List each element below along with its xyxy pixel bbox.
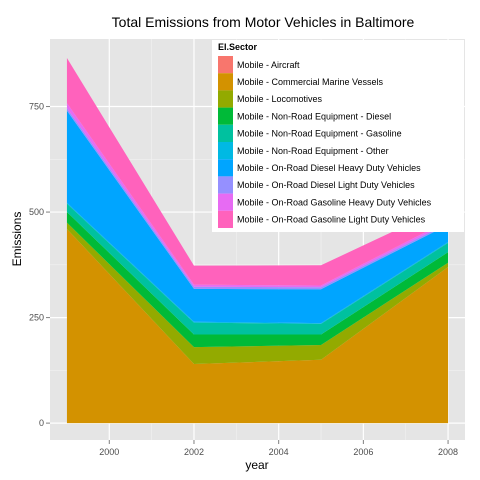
legend-key-2 [218,90,233,108]
legend-items: Mobile - Aircraft Mobile - Commercial Mar… [218,56,432,228]
legend-label-2: Mobile - Locomotives [237,94,323,104]
legend-label-8: Mobile - On-Road Gasoline Heavy Duty Veh… [237,197,432,207]
legend-key-0 [218,56,233,74]
area-series-4 [66,203,449,335]
y-tick-label: 250 [29,313,44,323]
y-axis-title: Emissions [10,212,24,267]
chart-title: Total Emissions from Motor Vehicles in B… [112,14,415,30]
legend-label-0: Mobile - Aircraft [237,60,300,70]
x-axis-title: year [245,458,268,472]
area-series-3 [66,212,449,348]
legend-key-5 [218,142,233,160]
area-series-9 [66,57,449,286]
legend-key-9 [218,210,233,228]
legend-label-3: Mobile - Non-Road Equipment - Diesel [237,111,391,121]
legend-key-7 [218,176,233,194]
legend-background [212,40,464,232]
legend-key-8 [218,193,233,211]
x-tick-label: 2000 [99,447,119,457]
x-tick-label: 2004 [269,447,289,457]
legend-label-4: Mobile - Non-Road Equipment - Gasoline [237,129,402,139]
area-layers [66,57,449,424]
legend-label-1: Mobile - Commercial Marine Vessels [237,77,384,87]
x-tick-label: 2008 [438,447,458,457]
legend-title: EI.Sector [218,42,258,52]
area-series-7 [66,108,449,290]
legend: EI.Sector Mobile - Aircraft Mobile - Comm… [212,40,464,232]
legend-key-4 [218,124,233,142]
area-series-2 [66,222,449,365]
x-tick-label: 2006 [353,447,373,457]
y-tick-label: 500 [29,207,44,217]
legend-key-6 [218,159,233,177]
legend-key-3 [218,107,233,125]
y-tick-label: 750 [29,102,44,112]
x-tick-label: 2002 [184,447,204,457]
legend-label-9: Mobile - On-Road Gasoline Light Duty Veh… [237,215,426,225]
y-tick-label: 0 [39,418,44,428]
x-axis: 2000 2002 2004 2006 2008 [99,440,458,457]
area-series-6 [66,110,449,324]
legend-label-5: Mobile - Non-Road Equipment - Other [237,146,389,156]
area-series-8 [66,103,449,288]
legend-label-7: Mobile - On-Road Diesel Light Duty Vehic… [237,180,415,190]
area-series-1 [66,228,449,424]
legend-label-6: Mobile - On-Road Diesel Heavy Duty Vehic… [237,163,421,173]
y-axis: 0 250 500 750 [29,102,50,428]
legend-key-1 [218,73,233,91]
